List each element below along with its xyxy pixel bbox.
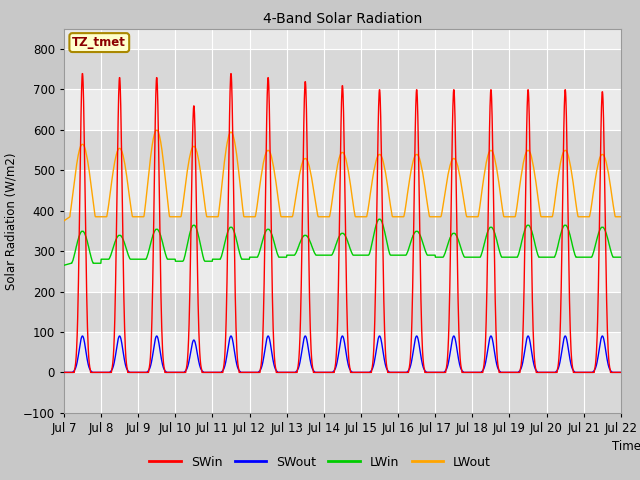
X-axis label: Time: Time: [612, 440, 640, 453]
Bar: [64, 372, 621, 413]
Title: 4-Band Solar Radiation: 4-Band Solar Radiation: [263, 12, 422, 26]
Bar: [64, 251, 621, 291]
Bar: [64, 170, 621, 211]
Bar: [64, 89, 621, 130]
Bar: [64, 291, 621, 332]
Text: TZ_tmet: TZ_tmet: [72, 36, 126, 49]
Bar: [64, 130, 621, 170]
Bar: [64, 49, 621, 89]
Legend: SWin, SWout, LWin, LWout: SWin, SWout, LWin, LWout: [145, 451, 495, 474]
Bar: [64, 211, 621, 251]
Bar: [64, 332, 621, 372]
Y-axis label: Solar Radiation (W/m2): Solar Radiation (W/m2): [4, 152, 17, 289]
